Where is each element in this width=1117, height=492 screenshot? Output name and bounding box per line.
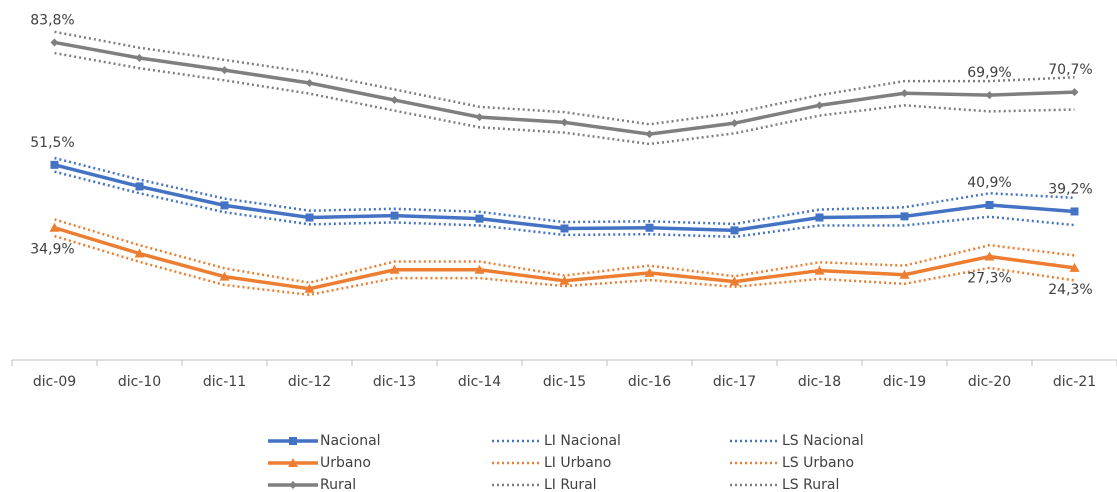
- legend-label: Nacional: [320, 433, 381, 449]
- confidence-line: [54, 234, 1075, 297]
- marker: [49, 222, 60, 232]
- x-tick-label: dic-20: [968, 374, 1011, 390]
- confidence-line: [54, 170, 1075, 239]
- data-label: 70,7%: [1048, 62, 1092, 78]
- confidence-line: [54, 30, 1075, 126]
- data-label: 34,9%: [30, 242, 74, 258]
- marker: [1069, 262, 1080, 272]
- marker: [815, 101, 824, 110]
- x-tick-label: dic-16: [628, 374, 671, 390]
- marker: [390, 211, 399, 220]
- x-tick-label: dic-19: [883, 374, 926, 390]
- marker: [644, 267, 655, 277]
- marker: [729, 276, 740, 286]
- marker: [984, 251, 995, 261]
- legend-label: LS Rural: [782, 477, 839, 492]
- marker: [1070, 88, 1079, 97]
- marker: [730, 226, 739, 235]
- x-tick-label: dic-09: [33, 374, 76, 390]
- marker: [474, 264, 485, 274]
- marker: [288, 458, 298, 467]
- marker: [985, 201, 994, 210]
- marker: [900, 89, 909, 98]
- confidence-line: [54, 156, 1075, 226]
- marker: [135, 182, 144, 191]
- legend-label: LI Rural: [544, 477, 597, 492]
- x-tick-label: dic-18: [798, 374, 841, 390]
- marker: [559, 275, 570, 285]
- marker: [135, 53, 144, 62]
- marker: [305, 213, 314, 222]
- marker: [220, 201, 229, 210]
- marker: [289, 437, 297, 445]
- confidence-line: [54, 51, 1075, 146]
- data-label: 39,2%: [1048, 181, 1092, 197]
- x-tick-label: dic-14: [458, 374, 501, 390]
- marker: [475, 113, 484, 122]
- legend-label: Urbano: [320, 455, 371, 471]
- marker: [219, 271, 230, 281]
- x-tick-label: dic-11: [203, 374, 246, 390]
- legend-label: LS Urbano: [782, 455, 854, 471]
- x-tick-label: dic-17: [713, 374, 756, 390]
- marker: [814, 265, 825, 275]
- marker: [815, 213, 824, 222]
- marker: [560, 224, 569, 233]
- x-tick-label: dic-12: [288, 374, 331, 390]
- legend-label: LI Urbano: [544, 455, 611, 471]
- x-tick-label: dic-21: [1053, 374, 1096, 390]
- marker: [134, 248, 145, 258]
- data-label: 83,8%: [30, 12, 74, 28]
- confidence-line: [54, 218, 1075, 284]
- x-tick-label: dic-15: [543, 374, 586, 390]
- data-label: 51,5%: [30, 135, 74, 151]
- marker: [390, 96, 399, 105]
- legend-label: LI Nacional: [544, 433, 621, 449]
- marker: [304, 283, 315, 293]
- marker: [1070, 207, 1079, 216]
- data-label: 27,3%: [967, 271, 1011, 287]
- marker: [389, 264, 400, 274]
- legend-label: LS Nacional: [782, 433, 864, 449]
- legend-label: Rural: [320, 477, 356, 492]
- data-label: 40,9%: [967, 175, 1011, 191]
- marker: [900, 212, 909, 221]
- marker: [645, 223, 654, 232]
- marker: [289, 481, 297, 489]
- marker: [50, 38, 59, 47]
- marker: [985, 91, 994, 100]
- marker: [645, 130, 654, 139]
- marker: [475, 214, 484, 223]
- data-label: 24,3%: [1048, 282, 1092, 298]
- x-tick-label: dic-13: [373, 374, 416, 390]
- marker: [305, 78, 314, 87]
- marker: [220, 66, 229, 75]
- marker: [730, 119, 739, 128]
- data-label: 69,9%: [967, 65, 1011, 81]
- series-line: [54, 163, 1075, 233]
- x-tick-label: dic-10: [118, 374, 161, 390]
- marker: [560, 118, 569, 127]
- marker: [899, 269, 910, 279]
- marker: [50, 160, 59, 169]
